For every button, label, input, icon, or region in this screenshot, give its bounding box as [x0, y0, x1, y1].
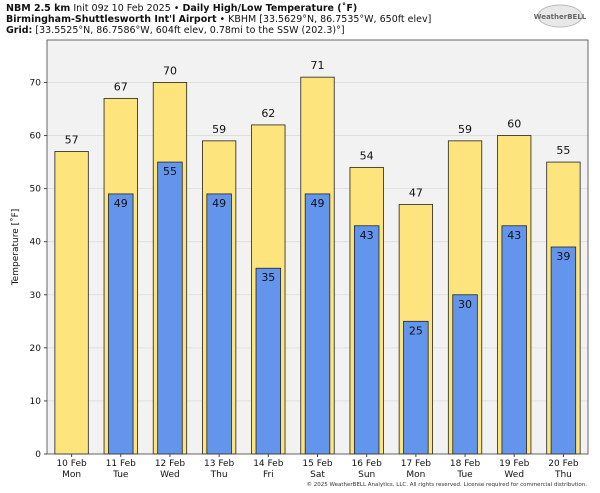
header-line-1: NBM 2.5 km Init 09z 10 Feb 2025 • Daily …	[6, 3, 357, 14]
value-label: 43	[360, 229, 374, 242]
x-tick-weekday: Wed	[160, 470, 180, 480]
x-tick-label: 18 Feb	[450, 459, 481, 469]
value-label: 55	[556, 144, 570, 157]
x-tick-weekday: Mon	[406, 470, 425, 480]
value-label: 39	[556, 250, 570, 263]
x-tick-label: 16 Feb	[352, 459, 383, 469]
y-tick-label: 10	[30, 397, 42, 407]
value-label: 60	[507, 118, 521, 131]
x-tick-label: 10 Feb	[56, 459, 87, 469]
value-label: 70	[163, 64, 177, 77]
bar	[304, 193, 331, 455]
x-tick-weekday: Thu	[210, 470, 228, 480]
x-tick-label: 19 Feb	[499, 459, 530, 469]
x-tick-label: 14 Feb	[253, 459, 284, 469]
y-tick-label: 0	[35, 450, 41, 460]
value-label: 47	[409, 187, 423, 200]
value-label: 25	[409, 324, 423, 337]
bar	[403, 320, 429, 455]
x-tick-weekday: Tue	[456, 470, 473, 480]
x-tick-weekday: Sun	[358, 470, 375, 480]
value-label: 67	[114, 80, 128, 93]
x-tick-weekday: Mon	[62, 470, 81, 480]
x-tick-weekday: Thu	[554, 470, 572, 480]
x-tick-label: 12 Feb	[155, 459, 186, 469]
x-tick-label: 11 Feb	[106, 459, 137, 469]
value-label: 71	[311, 59, 325, 72]
x-tick-weekday: Sat	[310, 470, 325, 480]
bar	[54, 151, 89, 455]
x-tick-label: 13 Feb	[204, 459, 235, 469]
y-tick-label: 70	[30, 78, 42, 88]
chart-title: Daily High/Low Temperature (˚F)	[182, 3, 357, 14]
y-axis-label: Temperature [˚F]	[10, 209, 21, 287]
y-tick-label: 60	[30, 132, 42, 142]
bar	[550, 246, 577, 455]
logo: WeatherBELL	[534, 13, 587, 21]
bar	[353, 225, 380, 455]
x-tick-weekday: Fri	[263, 470, 274, 480]
y-tick-label: 40	[30, 238, 42, 248]
value-label: 54	[360, 149, 374, 162]
y-tick-label: 30	[30, 291, 42, 301]
logo-badge	[537, 4, 583, 28]
x-tick-weekday: Tue	[112, 470, 129, 480]
header-line-2: Birmingham-Shuttlesworth Int'l Airport •…	[6, 14, 431, 25]
y-tick-label: 50	[30, 185, 42, 195]
value-label: 62	[261, 107, 275, 120]
grid-info: [33.5525°N, 86.7586°W, 604ft elev, 0.78m…	[35, 25, 344, 36]
x-tick-label: 20 Feb	[548, 459, 579, 469]
value-label: 35	[261, 271, 275, 284]
value-label: 49	[311, 197, 325, 210]
value-label: 57	[65, 133, 79, 146]
x-tick-weekday: Wed	[504, 470, 524, 480]
value-label: 59	[212, 123, 226, 136]
station: Birmingham-Shuttlesworth Int'l Airport	[6, 14, 217, 25]
bar	[452, 294, 478, 455]
bar	[255, 267, 282, 455]
bar	[157, 161, 183, 455]
value-label: 49	[212, 197, 226, 210]
init: Init 09z 10 Feb 2025 •	[73, 3, 179, 14]
bar	[108, 193, 134, 455]
value-label: 55	[163, 165, 177, 178]
value-label: 59	[458, 123, 472, 136]
value-label: 30	[458, 298, 472, 311]
grid-label: Grid:	[6, 25, 32, 36]
footer: © 2025 WeatherBELL Analytics, LLC. All r…	[307, 481, 588, 488]
value-label: 43	[507, 229, 521, 242]
header-line-3: Grid: [33.5525°N, 86.7586°W, 604ft elev,…	[6, 25, 345, 36]
x-tick-label: 17 Feb	[401, 459, 432, 469]
model: NBM 2.5 km	[6, 3, 70, 14]
value-label: 49	[114, 197, 128, 210]
bar	[501, 225, 527, 455]
bar	[206, 193, 232, 455]
y-tick-label: 20	[30, 344, 42, 354]
station-info: • KBHM [33.5629°N, 86.7535°W, 650ft elev…	[220, 14, 432, 25]
x-tick-label: 15 Feb	[302, 459, 333, 469]
